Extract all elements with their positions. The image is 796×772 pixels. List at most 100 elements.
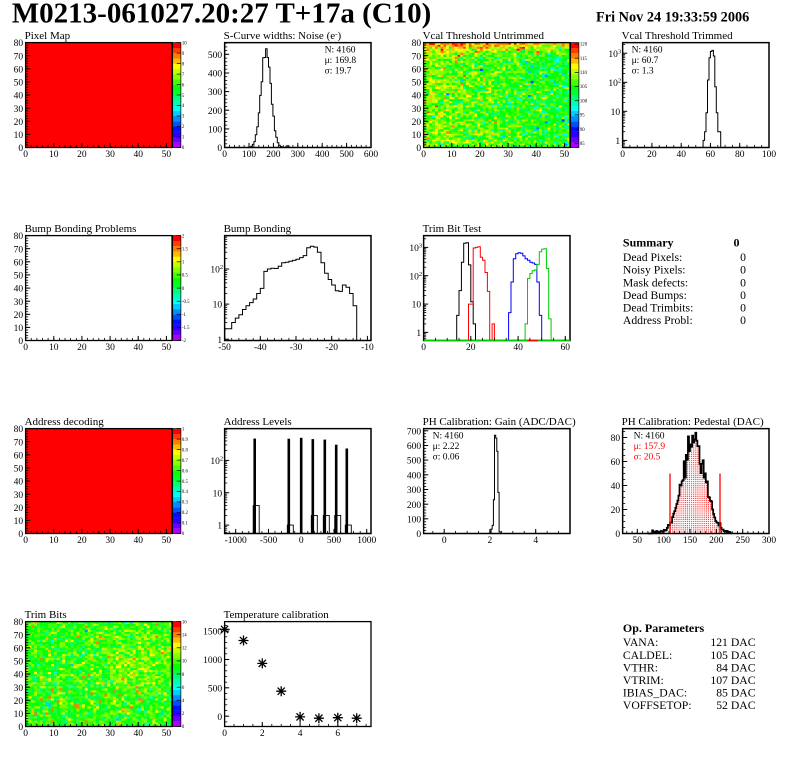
svg-text:0.2: 0.2 — [182, 511, 189, 516]
svg-text:1: 1 — [182, 136, 185, 141]
svg-text:60: 60 — [706, 150, 716, 160]
svg-text:PH Calibration: Pedestal (DAC): PH Calibration: Pedestal (DAC) — [622, 416, 764, 428]
svg-text:Address Probl:: Address Probl: — [623, 314, 693, 327]
svg-text:40: 40 — [14, 478, 24, 488]
svg-text:Vcal Threshold Untrimmed: Vcal Threshold Untrimmed — [423, 30, 545, 42]
svg-text:1000: 1000 — [357, 536, 376, 546]
svg-text:Vcal Threshold Trimmed: Vcal Threshold Trimmed — [622, 30, 734, 42]
svg-text:0: 0 — [217, 144, 222, 154]
svg-text:30: 30 — [105, 729, 115, 739]
svg-text:2: 2 — [488, 536, 493, 546]
svg-text:0: 0 — [740, 314, 746, 327]
svg-text:20: 20 — [475, 150, 485, 160]
svg-text:110: 110 — [580, 71, 588, 76]
svg-text:Mask defects:: Mask defects: — [623, 276, 688, 289]
svg-text:0: 0 — [18, 144, 23, 154]
svg-text:0: 0 — [421, 343, 426, 353]
svg-text:2: 2 — [182, 125, 185, 130]
svg-text:80: 80 — [611, 434, 621, 444]
svg-text:0: 0 — [734, 235, 740, 249]
svg-text:95: 95 — [580, 114, 585, 119]
svg-text:40: 40 — [676, 150, 686, 160]
svg-text:20: 20 — [14, 311, 24, 321]
svg-text:40: 40 — [133, 150, 143, 160]
svg-text:VTRIM:: VTRIM: — [623, 674, 664, 687]
svg-text:0: 0 — [740, 264, 746, 277]
svg-text:80: 80 — [412, 39, 422, 49]
svg-text:60: 60 — [611, 458, 621, 468]
svg-text:10: 10 — [412, 131, 422, 141]
svg-text:102: 102 — [210, 264, 223, 276]
svg-text:10: 10 — [412, 301, 422, 311]
svg-text:IBIAS_DAC:: IBIAS_DAC: — [623, 686, 687, 699]
svg-text:100: 100 — [407, 515, 422, 525]
svg-text:10: 10 — [182, 41, 187, 46]
svg-text:σ: 19.7: σ: 19.7 — [325, 67, 352, 77]
svg-text:30: 30 — [14, 298, 24, 308]
svg-text:10: 10 — [14, 324, 24, 334]
svg-text:10: 10 — [49, 150, 59, 160]
svg-text:30: 30 — [503, 150, 513, 160]
svg-text:40: 40 — [14, 285, 24, 295]
svg-text:0: 0 — [740, 251, 746, 264]
svg-text:0: 0 — [23, 343, 28, 353]
svg-text:40: 40 — [133, 729, 143, 739]
svg-text:6: 6 — [182, 686, 185, 691]
svg-text:10: 10 — [49, 729, 59, 739]
svg-text:103: 103 — [409, 243, 422, 255]
svg-text:500: 500 — [407, 457, 422, 467]
svg-text:0: 0 — [182, 287, 185, 292]
svg-text:0: 0 — [222, 150, 227, 160]
svg-text:N: 4160: N: 4160 — [634, 432, 665, 442]
svg-text:600: 600 — [407, 442, 422, 452]
svg-text:μ: 60.7: μ: 60.7 — [632, 56, 659, 66]
svg-text:1: 1 — [416, 329, 421, 339]
svg-text:40: 40 — [412, 92, 422, 102]
svg-text:1: 1 — [182, 427, 185, 432]
svg-text:CALDEL:: CALDEL: — [623, 649, 672, 662]
svg-text:σ: 20.5: σ: 20.5 — [634, 453, 661, 463]
svg-text:16: 16 — [182, 620, 187, 625]
svg-text:20: 20 — [77, 343, 87, 353]
svg-text:10: 10 — [213, 489, 223, 499]
svg-text:μ: 169.8: μ: 169.8 — [325, 56, 357, 66]
svg-text:1: 1 — [182, 261, 185, 266]
svg-text:1.5: 1.5 — [182, 247, 189, 252]
svg-text:Dead Pixels:: Dead Pixels: — [623, 251, 682, 264]
svg-text:500: 500 — [327, 536, 342, 546]
svg-text:0: 0 — [23, 150, 28, 160]
svg-text:4: 4 — [182, 104, 185, 109]
svg-text:500: 500 — [208, 684, 223, 694]
svg-text:μ: 2.22: μ: 2.22 — [433, 442, 460, 452]
svg-text:70: 70 — [14, 52, 24, 62]
svg-text:Summary: Summary — [623, 235, 674, 249]
svg-text:10: 10 — [14, 710, 24, 720]
svg-text:52 DAC: 52 DAC — [716, 699, 755, 712]
svg-text:400: 400 — [315, 150, 330, 160]
svg-text:50: 50 — [14, 272, 24, 282]
svg-text:PH Calibration: Gain (ADC/DAC): PH Calibration: Gain (ADC/DAC) — [423, 416, 576, 428]
svg-text:4: 4 — [533, 536, 538, 546]
svg-text:102: 102 — [608, 77, 621, 89]
svg-text:150: 150 — [683, 536, 698, 546]
svg-text:Address decoding: Address decoding — [25, 416, 105, 428]
svg-text:N: 4160: N: 4160 — [325, 46, 356, 56]
svg-text:0.1: 0.1 — [182, 522, 189, 527]
svg-text:50: 50 — [162, 343, 172, 353]
svg-text:40: 40 — [531, 150, 541, 160]
svg-text:20: 20 — [14, 697, 24, 707]
svg-text:10: 10 — [49, 343, 59, 353]
svg-text:60: 60 — [14, 451, 24, 461]
svg-text:500: 500 — [208, 51, 223, 61]
svg-text:10: 10 — [49, 536, 59, 546]
svg-text:30: 30 — [105, 536, 115, 546]
svg-text:30: 30 — [105, 343, 115, 353]
svg-text:-1: -1 — [182, 313, 187, 318]
svg-text:50: 50 — [560, 150, 570, 160]
svg-text:S-Curve widths: Noise (e-): S-Curve widths: Noise (e-) — [224, 30, 342, 42]
svg-text:20: 20 — [77, 729, 87, 739]
svg-text:-1.5: -1.5 — [182, 326, 190, 331]
svg-text:70: 70 — [412, 52, 422, 62]
svg-text:80: 80 — [14, 425, 24, 435]
svg-text:-30: -30 — [290, 343, 303, 353]
